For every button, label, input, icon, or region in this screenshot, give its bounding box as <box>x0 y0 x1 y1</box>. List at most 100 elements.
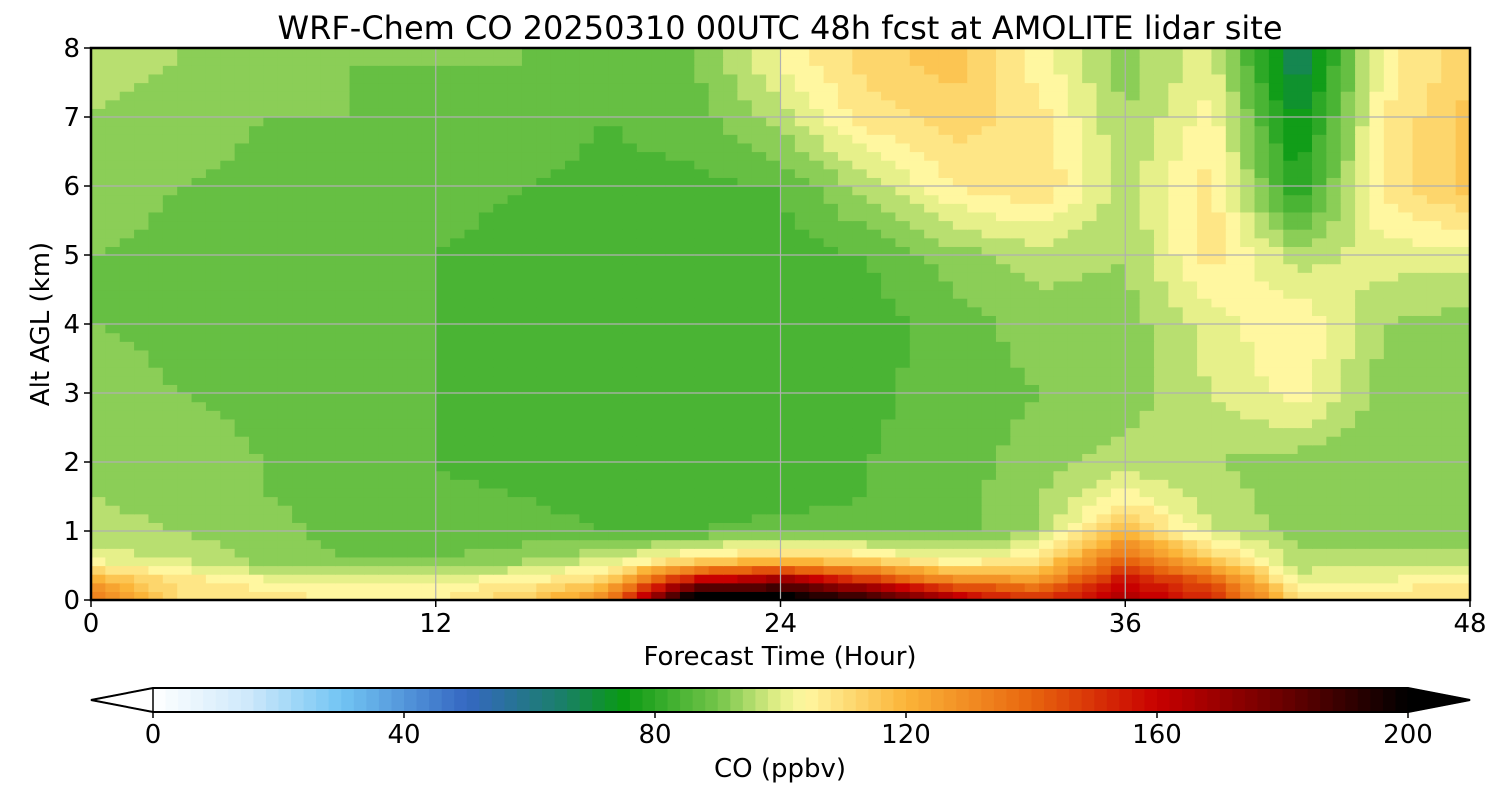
heatmap-cell <box>1168 410 1184 420</box>
heatmap-cell <box>1067 203 1083 213</box>
heatmap-cell <box>1297 246 1313 256</box>
heatmap-cell <box>1225 358 1241 368</box>
heatmap-cell <box>909 401 925 411</box>
heatmap-cell <box>1139 186 1155 196</box>
heatmap-cell <box>967 427 983 437</box>
heatmap-cell <box>105 539 121 549</box>
heatmap-cell <box>565 194 580 204</box>
heatmap-cell <box>1369 168 1385 178</box>
heatmap-cell <box>1096 237 1112 247</box>
heatmap-cell <box>1125 418 1141 429</box>
heatmap-cell <box>694 470 710 480</box>
heatmap-cell <box>191 151 207 161</box>
heatmap-cell <box>909 574 925 584</box>
heatmap-cell <box>306 556 322 567</box>
heatmap-cell <box>622 470 638 480</box>
heatmap-cell <box>119 565 135 575</box>
heatmap-cell <box>1297 548 1313 558</box>
heatmap-cell <box>464 531 480 541</box>
heatmap-cell <box>881 401 897 411</box>
heatmap-cell <box>1455 556 1470 567</box>
heatmap-cell <box>292 220 308 230</box>
heatmap-cell <box>220 211 236 222</box>
heatmap-cell <box>119 444 135 454</box>
heatmap-cell <box>220 591 236 600</box>
heatmap-cell <box>249 582 264 592</box>
heatmap-cell <box>651 556 667 567</box>
heatmap-cell <box>177 522 193 532</box>
heatmap-cell <box>723 548 738 558</box>
heatmap-cell <box>191 591 207 600</box>
heatmap-cell <box>1283 358 1299 368</box>
heatmap-cell <box>249 436 264 446</box>
heatmap-cell <box>478 470 494 480</box>
heatmap-cell <box>723 186 738 196</box>
heatmap-cell <box>1153 237 1169 247</box>
heatmap-cell <box>91 487 106 498</box>
heatmap-cell <box>1326 160 1342 170</box>
heatmap-cell <box>320 479 336 489</box>
heatmap-cell <box>1311 427 1327 437</box>
heatmap-cell <box>493 462 509 472</box>
heatmap-cell <box>866 177 882 187</box>
heatmap-cell <box>636 324 652 334</box>
heatmap-cell <box>751 410 767 420</box>
heatmap-cell <box>751 332 767 342</box>
heatmap-cell <box>1139 444 1155 454</box>
heatmap-cell <box>521 418 537 429</box>
heatmap-cell <box>1398 341 1414 351</box>
heatmap-cell <box>1197 306 1213 316</box>
heatmap-cell <box>622 401 638 411</box>
heatmap-cell <box>435 565 451 575</box>
heatmap-cell <box>1398 548 1414 558</box>
heatmap-cell <box>909 280 925 291</box>
heatmap-cell <box>708 160 724 170</box>
heatmap-cell <box>378 367 394 377</box>
heatmap-cell <box>1398 263 1414 273</box>
heatmap-cell <box>924 479 940 489</box>
heatmap-cell <box>981 479 997 489</box>
heatmap-cell <box>363 513 379 523</box>
heatmap-cell <box>909 194 925 204</box>
heatmap-cell <box>205 263 221 273</box>
heatmap-cell <box>737 479 753 489</box>
heatmap-cell <box>162 401 178 411</box>
heatmap-cell <box>205 306 221 316</box>
heatmap-cell <box>493 393 509 403</box>
heatmap-cell <box>895 401 911 411</box>
heatmap-cell <box>909 496 925 506</box>
heatmap-cell <box>320 324 336 334</box>
heatmap-cell <box>737 229 753 239</box>
heatmap-cell <box>579 531 595 541</box>
heatmap-cell <box>1039 255 1055 265</box>
heatmap-cell <box>1153 298 1169 308</box>
heatmap-cell <box>1297 349 1313 360</box>
heatmap-cell <box>493 531 509 541</box>
heatmap-cell <box>1283 479 1299 489</box>
heatmap-cell <box>320 548 336 558</box>
heatmap-cell <box>292 565 308 575</box>
heatmap-cell <box>105 349 121 360</box>
heatmap-cell <box>464 444 480 454</box>
heatmap-cell <box>521 401 537 411</box>
heatmap-cell <box>234 194 250 204</box>
heatmap-cell <box>1326 591 1342 600</box>
heatmap-cell <box>349 479 365 489</box>
heatmap-cell <box>335 168 351 178</box>
heatmap-cell <box>1153 418 1169 429</box>
heatmap-cell <box>852 246 868 256</box>
heatmap-cell <box>277 565 293 575</box>
heatmap-cell <box>1355 591 1371 600</box>
heatmap-cell <box>1412 151 1428 161</box>
heatmap-cell <box>277 582 293 592</box>
heatmap-cell <box>751 487 767 498</box>
heatmap-cell <box>593 591 609 600</box>
heatmap-cell <box>1240 384 1256 394</box>
heatmap-cell <box>1168 229 1184 239</box>
heatmap-cell <box>263 444 279 454</box>
heatmap-cell <box>952 470 968 480</box>
heatmap-cell <box>1326 427 1342 437</box>
heatmap-cell <box>1383 168 1399 178</box>
heatmap-cell <box>1225 186 1241 196</box>
heatmap-cell <box>421 186 437 196</box>
